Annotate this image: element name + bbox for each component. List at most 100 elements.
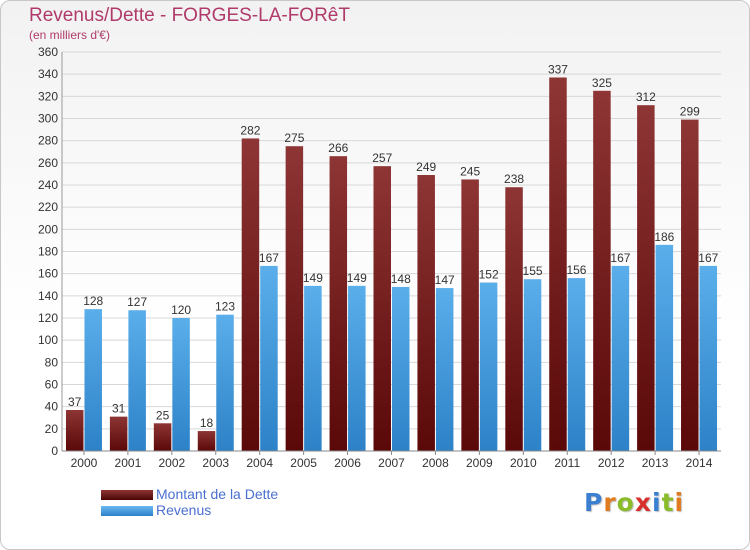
- bar-dette: [681, 119, 699, 451]
- data-label-revenus: 167: [259, 251, 279, 265]
- y-tick-label: 340: [38, 67, 58, 81]
- y-tick-label: 320: [38, 89, 58, 103]
- y-tick-label: 40: [45, 400, 59, 414]
- y-tick-label: 220: [38, 200, 58, 214]
- legend-swatch-dette: [101, 490, 153, 500]
- chart-subtitle: (en milliers d'€): [29, 28, 110, 42]
- logo-letter: o: [616, 488, 635, 517]
- data-label-dette: 275: [284, 131, 304, 145]
- y-tick-label: 100: [38, 333, 58, 347]
- bar-revenus: [435, 288, 454, 451]
- bar-revenus: [655, 244, 674, 451]
- x-tick-label: 2009: [466, 456, 493, 470]
- bar-revenus: [216, 314, 234, 451]
- data-label-revenus: 120: [171, 303, 191, 317]
- bar-dette: [417, 175, 435, 451]
- x-tick-label: 2003: [202, 456, 229, 470]
- x-tick-label: 2001: [115, 456, 142, 470]
- logo-letter: i: [652, 488, 662, 517]
- data-label-revenus: 186: [654, 230, 674, 244]
- legend-swatch-revenus: [101, 506, 153, 516]
- y-tick-label: 60: [45, 378, 59, 392]
- y-tick-label: 20: [45, 422, 59, 436]
- data-label-revenus: 149: [347, 271, 367, 285]
- bar-dette: [197, 431, 216, 451]
- y-tick-label: 280: [38, 134, 58, 148]
- y-tick-label: 120: [38, 311, 58, 325]
- y-tick-label: 160: [38, 267, 58, 281]
- data-label-dette: 266: [328, 141, 348, 155]
- logo-letter: r: [603, 488, 617, 517]
- bar-dette: [505, 187, 523, 451]
- y-tick-label: 240: [38, 178, 58, 192]
- data-label-revenus: 147: [435, 273, 455, 287]
- bar-revenus: [523, 279, 542, 451]
- y-tick-label: 200: [38, 222, 58, 236]
- data-label-dette: 238: [504, 172, 524, 186]
- legend-label-revenus: Revenus: [156, 502, 212, 518]
- bar-dette: [637, 105, 655, 451]
- legend-label-dette: Montant de la Dette: [156, 486, 279, 502]
- data-label-dette: 257: [372, 151, 392, 165]
- logo-letter: t: [661, 488, 675, 517]
- x-tick-label: 2008: [422, 456, 449, 470]
- x-tick-label: 2000: [71, 456, 98, 470]
- x-tick-label: 2007: [378, 456, 405, 470]
- data-label-revenus: 152: [479, 268, 499, 282]
- proxiti-logo: Proxiti: [584, 488, 684, 517]
- data-label-dette: 282: [240, 123, 260, 137]
- bar-dette: [65, 409, 84, 451]
- data-label-revenus: 128: [83, 294, 103, 308]
- y-tick-label: 180: [38, 245, 58, 259]
- bar-dette: [153, 423, 172, 451]
- x-tick-label: 2006: [334, 456, 361, 470]
- bar-dette: [593, 90, 611, 452]
- data-label-dette: 245: [460, 164, 480, 178]
- logo-letter: i: [674, 488, 685, 517]
- data-label-revenus: 155: [523, 264, 543, 278]
- bar-dette: [373, 166, 391, 452]
- bar-dette: [329, 156, 348, 451]
- y-tick-label: 80: [45, 355, 59, 369]
- data-label-dette: 337: [548, 62, 568, 76]
- y-tick-label: 260: [38, 156, 58, 170]
- data-label-dette: 37: [68, 395, 82, 409]
- data-label-revenus: 127: [127, 295, 147, 309]
- y-tick-label: 140: [38, 289, 58, 303]
- bar-revenus: [304, 285, 322, 451]
- data-label-dette: 18: [200, 416, 214, 430]
- bar-dette: [285, 146, 304, 452]
- bar-revenus: [260, 265, 278, 451]
- bar-revenus: [699, 265, 718, 451]
- data-label-revenus: 148: [391, 272, 411, 286]
- x-tick-label: 2013: [642, 456, 669, 470]
- bar-dette: [241, 138, 260, 451]
- x-tick-label: 2010: [510, 456, 537, 470]
- bar-dette: [461, 179, 479, 452]
- x-tick-label: 2004: [246, 456, 273, 470]
- data-label-revenus: 123: [215, 300, 235, 314]
- bar-dette: [549, 77, 567, 451]
- data-label-dette: 299: [680, 105, 700, 119]
- x-tick-label: 2012: [598, 456, 625, 470]
- data-label-revenus: 167: [698, 251, 718, 265]
- bar-revenus: [567, 278, 586, 451]
- x-tick-label: 2011: [554, 456, 580, 470]
- data-label-dette: 312: [636, 90, 656, 104]
- x-tick-label: 2014: [686, 456, 713, 470]
- bar-revenus: [479, 282, 498, 451]
- data-label-dette: 249: [416, 160, 436, 174]
- x-tick-label: 2002: [158, 456, 185, 470]
- y-tick-label: 360: [38, 45, 58, 59]
- data-label-revenus: 149: [303, 271, 323, 285]
- bar-dette: [109, 416, 128, 451]
- bar-revenus: [348, 285, 366, 451]
- data-label-dette: 325: [592, 76, 612, 90]
- bar-revenus: [392, 286, 410, 451]
- bar-revenus: [128, 310, 146, 451]
- data-label-dette: 25: [156, 408, 170, 422]
- x-tick-label: 2005: [290, 456, 317, 470]
- bar-revenus: [84, 309, 102, 451]
